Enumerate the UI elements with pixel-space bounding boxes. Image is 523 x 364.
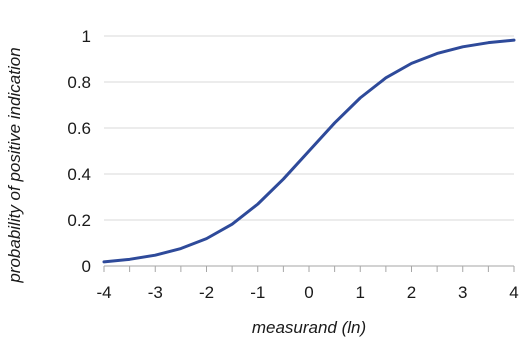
series [102, 38, 516, 264]
x-tick-label: 1 [356, 283, 365, 302]
x-tick-label: 4 [509, 283, 518, 302]
tick-labels: 0 0.2 0.4 0.6 0.8 1 -4 -3 -2 -1 0 1 2 3 4 [67, 27, 518, 302]
x-tick-label: -1 [250, 283, 265, 302]
gridlines [104, 35, 514, 221]
series-line [102, 38, 516, 264]
y-tick-label: 0.2 [67, 211, 91, 230]
y-axis-title: probability of positive indication [5, 47, 24, 283]
x-tick-label: -3 [148, 283, 163, 302]
y-tick-label: 0.4 [67, 165, 91, 184]
y-tick-label: 0.6 [67, 119, 91, 138]
x-tick-label: -2 [199, 283, 214, 302]
y-tick-label: 0.8 [67, 73, 91, 92]
x-tick-label: 2 [407, 283, 416, 302]
axes [103, 265, 515, 272]
x-tick-label: 3 [458, 283, 467, 302]
x-axis-title: measurand (ln) [252, 318, 366, 337]
y-tick-label: 1 [82, 27, 91, 46]
x-tick-label: -4 [96, 283, 111, 302]
y-tick-label: 0 [82, 257, 91, 276]
x-tick-label: 0 [304, 283, 313, 302]
